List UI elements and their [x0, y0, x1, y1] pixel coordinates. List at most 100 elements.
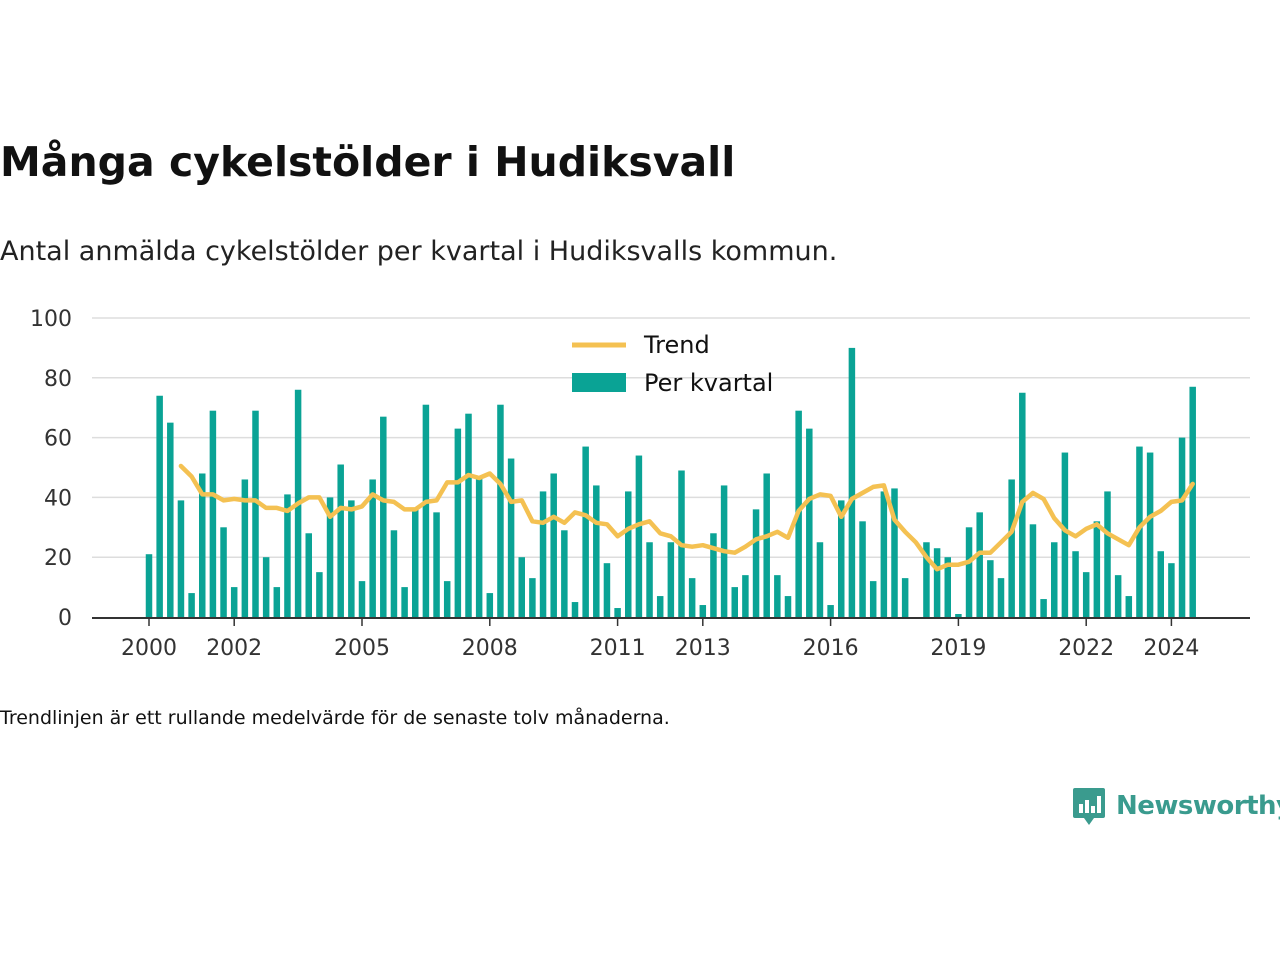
bar	[1051, 542, 1058, 617]
bar	[1082, 572, 1090, 617]
bar	[209, 410, 217, 617]
bar	[1040, 599, 1047, 617]
bar	[987, 560, 994, 617]
bar	[827, 605, 834, 617]
y-tick-label: 20	[44, 546, 72, 571]
bar	[763, 473, 770, 617]
x-tick-label: 2019	[930, 636, 986, 661]
bar	[848, 347, 856, 617]
y-tick-label: 40	[44, 486, 72, 511]
bar	[1146, 452, 1154, 617]
bar	[188, 593, 195, 617]
bar	[1157, 551, 1164, 617]
bar	[305, 533, 312, 617]
bar	[646, 542, 653, 617]
bar	[635, 455, 643, 617]
bar	[1072, 551, 1079, 617]
brand-logo[interactable]: Newsworthy	[1072, 784, 1280, 828]
bar	[401, 587, 408, 617]
bar	[167, 422, 174, 617]
y-tick-label: 0	[58, 606, 72, 631]
line-series-trend	[178, 463, 1195, 572]
bar	[454, 428, 462, 617]
bar	[465, 413, 472, 617]
bar	[433, 512, 440, 617]
bar	[997, 578, 1005, 617]
bar	[742, 575, 749, 617]
bar	[390, 530, 398, 617]
bar	[1178, 437, 1186, 617]
bar	[752, 509, 760, 617]
bar	[284, 494, 291, 617]
bar	[667, 542, 675, 617]
bar	[710, 533, 717, 617]
bar	[539, 491, 547, 617]
bar	[199, 473, 206, 617]
bar	[156, 395, 163, 617]
bar	[561, 530, 568, 617]
bar	[1008, 479, 1015, 617]
legend: Trend Per kvartal	[572, 331, 773, 397]
bar	[550, 473, 557, 617]
bar	[412, 509, 419, 617]
bar	[497, 404, 504, 617]
bar	[369, 479, 376, 617]
x-tick-label: 2000	[121, 636, 177, 661]
bar	[422, 404, 430, 617]
bar	[869, 581, 877, 617]
x-axis: 2000 2002 2005 2008 2011 2013 2016 2019 2022 2024	[92, 617, 1250, 661]
bar	[443, 581, 451, 617]
bar	[838, 500, 845, 617]
chart-title: Många cykelstölder i Hudiksvall	[0, 138, 736, 186]
y-tick-label: 80	[44, 367, 72, 392]
bar	[230, 587, 238, 617]
bar	[923, 542, 930, 617]
bar	[688, 578, 696, 617]
bar	[614, 608, 621, 617]
bar	[891, 488, 898, 617]
bar	[358, 581, 366, 617]
bar	[656, 596, 664, 617]
bar	[1029, 524, 1037, 617]
bar	[1189, 386, 1196, 617]
brand-name: Newsworthy	[1116, 791, 1280, 821]
bar	[262, 557, 270, 617]
bar	[252, 410, 259, 617]
bar	[976, 512, 983, 617]
newsworthy-logo-icon	[1073, 788, 1105, 825]
bar	[326, 497, 334, 617]
x-tick-label: 2024	[1143, 636, 1199, 661]
bar	[699, 605, 707, 617]
bar	[784, 596, 792, 617]
bar	[1093, 521, 1101, 617]
bar	[348, 500, 355, 617]
legend-swatch-per-kvartal	[572, 373, 626, 392]
bar	[518, 557, 525, 617]
bar	[944, 557, 951, 617]
bar	[241, 479, 249, 617]
trend-line	[178, 463, 1195, 572]
x-tick-label: 2022	[1058, 636, 1114, 661]
bar	[177, 500, 185, 617]
bar	[774, 575, 781, 617]
bar	[1104, 491, 1111, 617]
bar	[145, 554, 153, 617]
bar	[955, 614, 962, 617]
footnote: Trendlinjen är ett rullande medelvärde f…	[0, 707, 670, 729]
bar	[965, 527, 973, 617]
bar	[625, 491, 632, 617]
bar	[507, 458, 515, 617]
chart-subtitle: Antal anmälda cykelstölder per kvartal i…	[0, 236, 838, 267]
bar	[220, 527, 227, 617]
bar	[1061, 452, 1069, 617]
bar	[1168, 563, 1175, 617]
y-tick-label: 60	[44, 427, 72, 452]
x-tick-label: 2016	[803, 636, 859, 661]
bar	[933, 548, 941, 617]
x-tick-label: 2005	[334, 636, 390, 661]
bar-chart: 0 20 40 60 80 100 2000 2002 2005 2008 2011 2013 201…	[30, 307, 1250, 661]
bar	[731, 587, 738, 617]
bar	[529, 578, 536, 617]
bar	[859, 521, 866, 617]
bar	[1114, 575, 1122, 617]
